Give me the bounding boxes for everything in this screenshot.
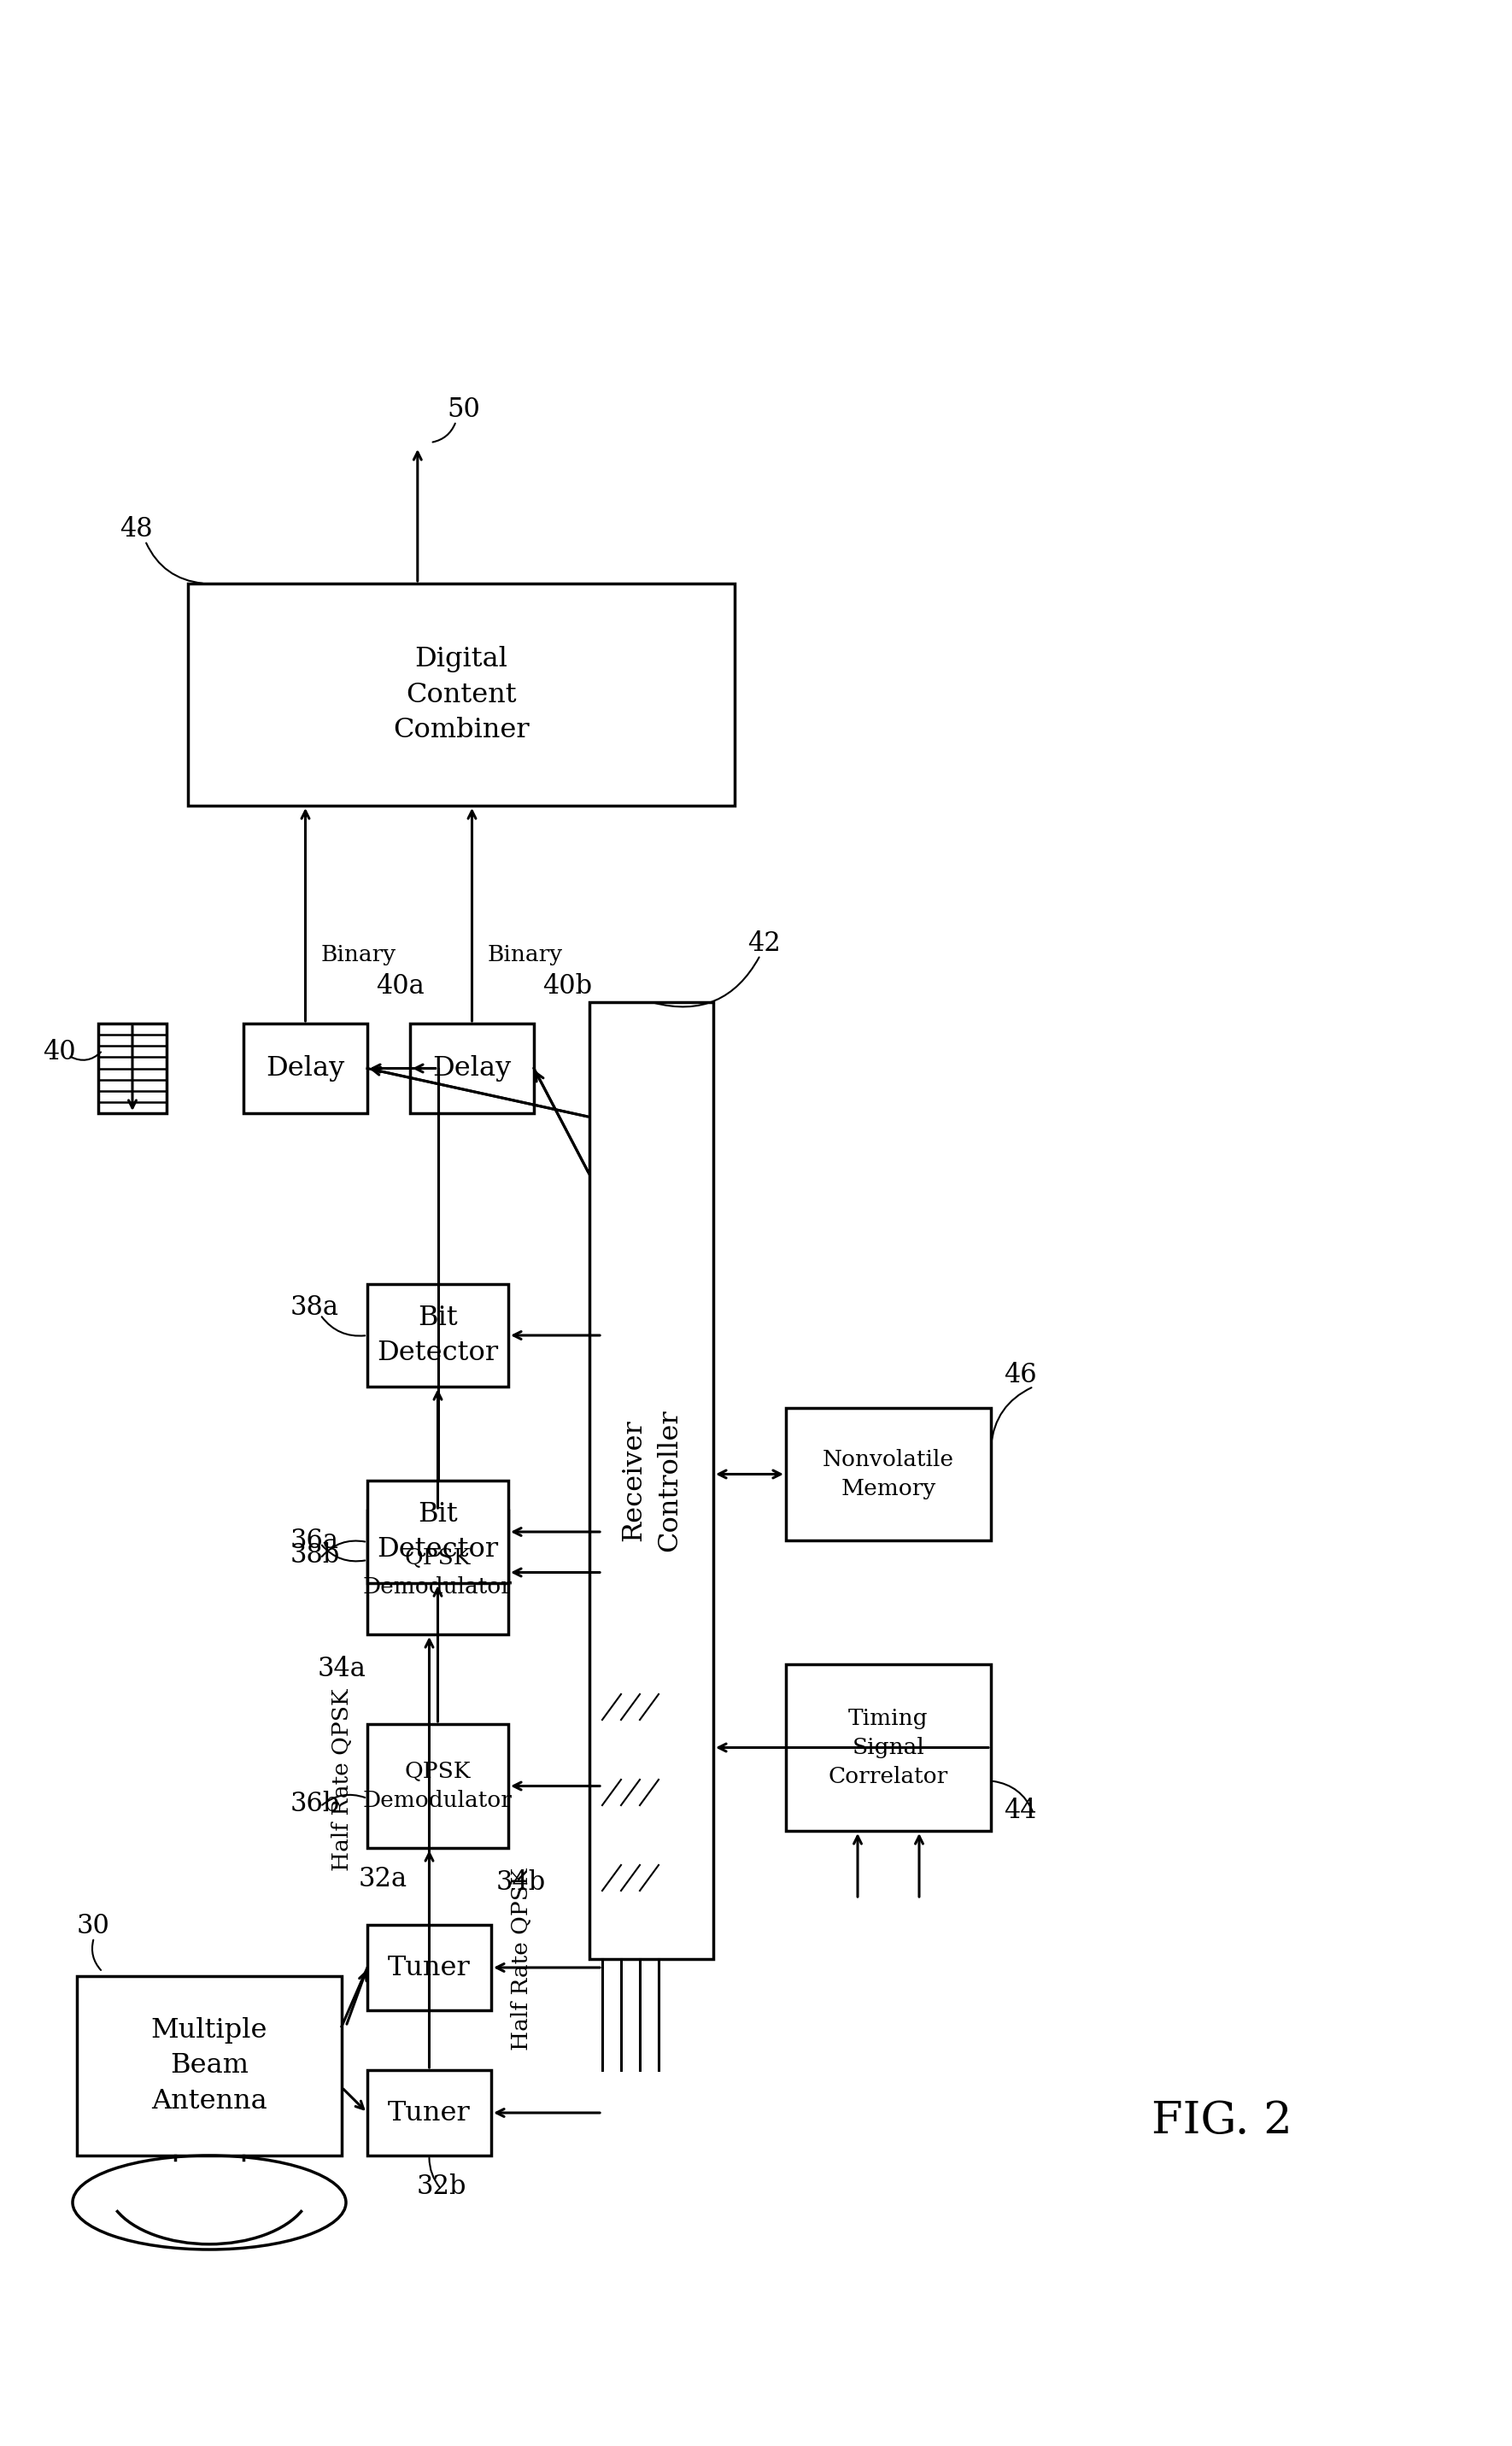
Bar: [367, 2069, 491, 2155]
Text: Half Rate QPSK: Half Rate QPSK: [331, 1688, 352, 1871]
Text: Tuner: Tuner: [389, 1954, 470, 1981]
Text: FIG. 2: FIG. 2: [1151, 2099, 1291, 2143]
Text: QPSK
Demodulator: QPSK Demodulator: [363, 1761, 513, 1810]
Text: Nonvolatile
Memory: Nonvolatile Memory: [823, 1448, 954, 1499]
Bar: [367, 1925, 491, 2011]
Text: Delay: Delay: [432, 1054, 511, 1081]
Text: 38a: 38a: [290, 1294, 339, 1321]
Text: QPSK
Demodulator: QPSK Demodulator: [363, 1548, 513, 1597]
Text: Timing
Signal
Correlator: Timing Signal Correlator: [829, 1707, 948, 1788]
Text: 44: 44: [1004, 1798, 1037, 1825]
Text: Binary: Binary: [487, 944, 562, 966]
Text: Digital
Content
Combiner: Digital Content Combiner: [393, 646, 529, 744]
Text: Bit
Detector: Bit Detector: [376, 1502, 499, 1563]
Text: Receiver
Controller: Receiver Controller: [620, 1409, 682, 1551]
Bar: [77, 1976, 342, 2155]
Text: 40a: 40a: [376, 974, 425, 1000]
Text: 42: 42: [747, 929, 780, 956]
Text: 36b: 36b: [290, 1790, 340, 1817]
Text: Bit
Detector: Bit Detector: [376, 1304, 499, 1367]
Text: 38b: 38b: [290, 1541, 340, 1568]
Text: 32a: 32a: [358, 1866, 408, 1893]
Bar: [367, 1284, 508, 1387]
Bar: [786, 1409, 990, 1541]
Text: Tuner: Tuner: [389, 2099, 470, 2126]
Bar: [187, 585, 735, 805]
Bar: [410, 1022, 534, 1113]
Text: 46: 46: [1004, 1362, 1037, 1389]
Text: 48: 48: [119, 516, 153, 543]
Text: 32b: 32b: [417, 2174, 467, 2199]
Bar: [590, 1003, 714, 1959]
Bar: [243, 1022, 367, 1113]
Text: Delay: Delay: [266, 1054, 345, 1081]
Bar: [367, 1724, 508, 1849]
Bar: [786, 1663, 990, 1832]
Text: 30: 30: [77, 1913, 110, 1940]
Text: 36a: 36a: [290, 1526, 339, 1553]
Text: Multiple
Beam
Antenna: Multiple Beam Antenna: [151, 2018, 268, 2116]
Text: 34b: 34b: [496, 1869, 546, 1896]
Text: 40b: 40b: [543, 974, 593, 1000]
Text: 40: 40: [42, 1040, 76, 1066]
Text: 34a: 34a: [318, 1656, 366, 1683]
Text: Half Rate QPSK: Half Rate QPSK: [511, 1869, 532, 2050]
Text: Binary: Binary: [321, 944, 396, 966]
Bar: [367, 1512, 508, 1634]
Bar: [367, 1480, 508, 1583]
Bar: [98, 1022, 166, 1113]
Text: 50: 50: [448, 396, 481, 423]
